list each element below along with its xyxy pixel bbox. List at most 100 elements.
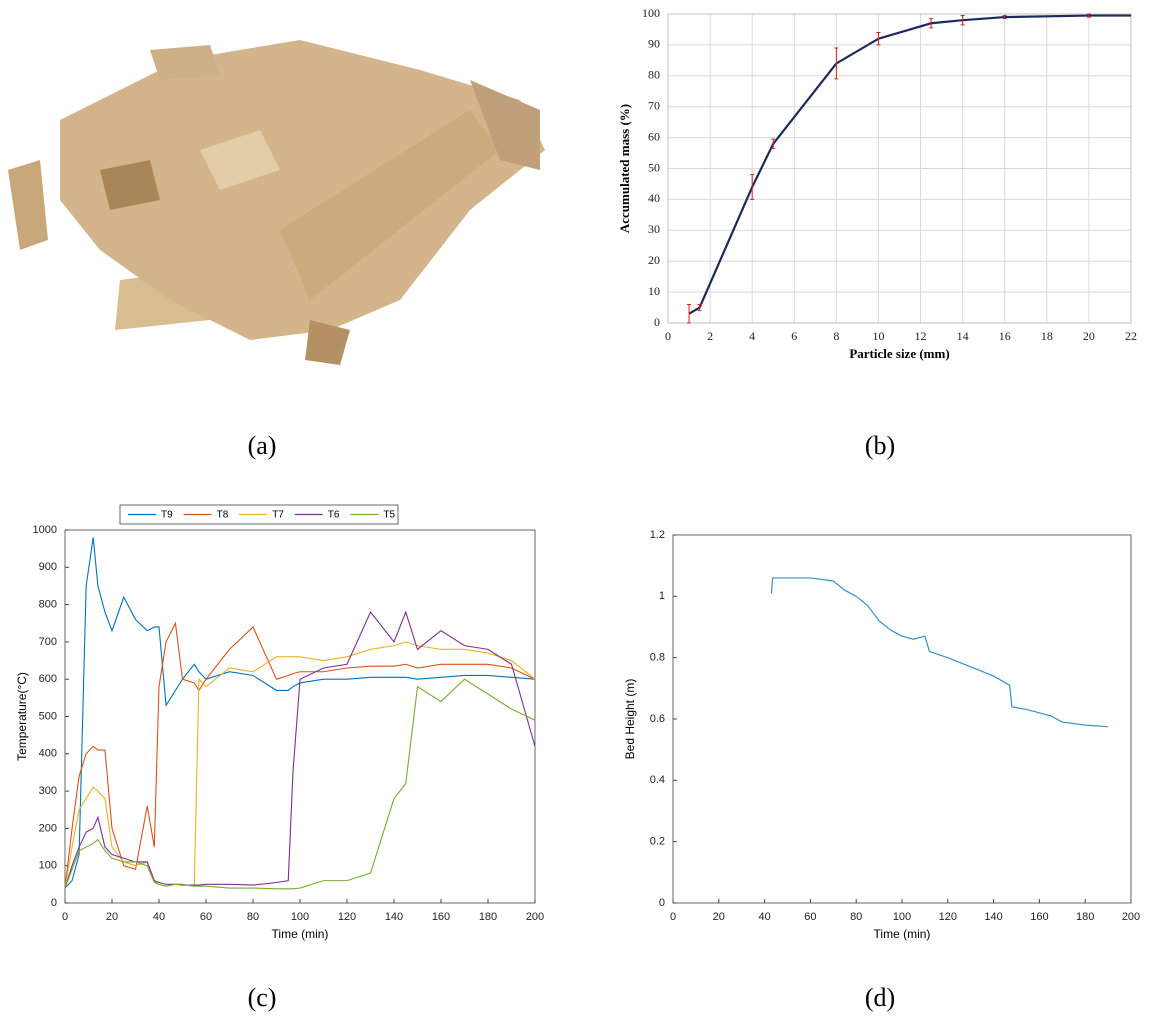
x-tick-label: 0	[62, 911, 68, 923]
x-tick-label: 200	[526, 911, 544, 923]
plot-frame	[672, 534, 1132, 904]
y-tick-label: 0	[51, 897, 57, 909]
data-line	[64, 678, 536, 890]
legend-label: T5	[383, 510, 395, 521]
x-axis-label: Time (min)	[874, 927, 931, 941]
x-tick-label: 120	[939, 911, 957, 923]
x-tick-label: 16	[999, 329, 1011, 343]
y-axis-label: Bed Height (m)	[623, 679, 637, 760]
plot-frame	[667, 13, 1132, 324]
y-tick-label: 800	[39, 599, 57, 611]
x-axis-label: Time (min)	[272, 927, 329, 941]
x-tick-label: 160	[432, 911, 450, 923]
error-bar	[771, 138, 776, 149]
x-tick-label: 60	[200, 911, 212, 923]
x-tick-label: 40	[758, 911, 770, 923]
x-tick-label: 8	[833, 329, 839, 343]
error-bar	[834, 47, 839, 80]
x-tick-label: 100	[893, 911, 911, 923]
y-tick-label: 0.8	[650, 652, 665, 664]
panel-label: (b)	[865, 431, 895, 460]
x-tick-label: 160	[1030, 911, 1048, 923]
y-tick-label: 100	[39, 860, 57, 872]
x-tick-label: 180	[1076, 911, 1094, 923]
y-tick-label: 0	[654, 315, 660, 329]
x-tick-label: 20	[1083, 329, 1095, 343]
chip	[200, 130, 280, 190]
y-tick-label: 90	[648, 37, 660, 51]
x-tick-label: 14	[957, 329, 969, 343]
panel-label: (d)	[865, 983, 895, 1012]
y-tick-label: 20	[648, 253, 660, 267]
y-tick-label: 60	[648, 129, 660, 143]
data-line	[64, 621, 536, 889]
x-tick-label: 80	[850, 911, 862, 923]
legend-label: T9	[161, 510, 173, 521]
y-axis-label: Accumulated mass (%)	[617, 104, 632, 233]
chart: 0 10 20 30 40 50 60 70 80 90 100 0 2 4 6 8 10 12 14 16 18 20 2…	[617, 6, 1137, 361]
x-tick-label: 0	[665, 329, 671, 343]
chip	[305, 320, 350, 365]
y-tick-label: 200	[39, 822, 57, 834]
chart: 0 100 200 300 400 500 600 700 800 900 1000 0 20 40 60 8…	[15, 504, 544, 941]
x-axis-label: Particle size (mm)	[849, 346, 949, 361]
y-tick-label: 1000	[33, 524, 57, 536]
y-tick-label: 0	[659, 897, 665, 909]
y-axis-label: Temperature(°C)	[15, 672, 29, 761]
x-tick-label: 20	[713, 911, 725, 923]
x-tick-label: 140	[385, 911, 403, 923]
y-tick-label: 80	[648, 68, 660, 82]
y-tick-label: 300	[39, 785, 57, 797]
x-tick-label: 22	[1125, 329, 1137, 343]
chip	[150, 45, 220, 80]
data-line	[64, 641, 536, 889]
x-tick-label: 60	[804, 911, 816, 923]
chip-pile	[60, 40, 545, 340]
error-bar	[697, 303, 702, 312]
data-line	[64, 610, 536, 889]
x-tick-label: 140	[984, 911, 1002, 923]
data-line	[64, 537, 536, 889]
panel-label: (c)	[248, 983, 277, 1012]
y-tick-label: 700	[39, 636, 57, 648]
chip	[8, 160, 48, 250]
x-tick-label: 6	[791, 329, 797, 343]
error-bar	[929, 18, 934, 29]
y-tick-label: 0.4	[650, 774, 665, 786]
x-tick-label: 200	[1122, 911, 1140, 923]
x-tick-label: 100	[291, 911, 309, 923]
x-tick-label: 0	[670, 911, 676, 923]
x-tick-label: 120	[338, 911, 356, 923]
y-tick-label: 400	[39, 748, 57, 760]
x-tick-label: 18	[1041, 329, 1053, 343]
y-tick-label: 0.6	[650, 713, 665, 725]
y-tick-label: 30	[648, 222, 660, 236]
panel-label: (a)	[248, 431, 277, 460]
chip	[280, 110, 500, 300]
plot-frame	[64, 529, 536, 904]
error-bar	[1002, 15, 1007, 20]
x-tick-label: 180	[479, 911, 497, 923]
chart: 0 0.2 0.4 0.6 0.8 1 1.2 0 20 40 60 80 100 120 140 160 18…	[623, 529, 1140, 941]
chip	[100, 160, 160, 210]
y-tick-label: 50	[648, 160, 660, 174]
y-tick-label: 600	[39, 673, 57, 685]
y-tick-label: 500	[39, 710, 57, 722]
error-bar	[750, 174, 755, 200]
y-tick-label: 900	[39, 561, 57, 573]
error-bar	[1086, 13, 1091, 18]
y-tick-label: 1.2	[650, 529, 665, 541]
x-tick-label: 10	[872, 329, 884, 343]
legend-label: T7	[272, 510, 284, 521]
wood-chips-photo	[8, 40, 545, 365]
error-bar	[876, 32, 881, 46]
y-tick-label: 70	[648, 98, 660, 112]
y-tick-label: 10	[648, 284, 660, 298]
legend-label: T8	[217, 510, 229, 521]
x-tick-label: 2	[707, 329, 713, 343]
legend-label: T6	[328, 510, 340, 521]
x-tick-label: 40	[153, 911, 165, 923]
y-tick-label: 0.2	[650, 836, 665, 848]
data-line	[770, 577, 1109, 728]
